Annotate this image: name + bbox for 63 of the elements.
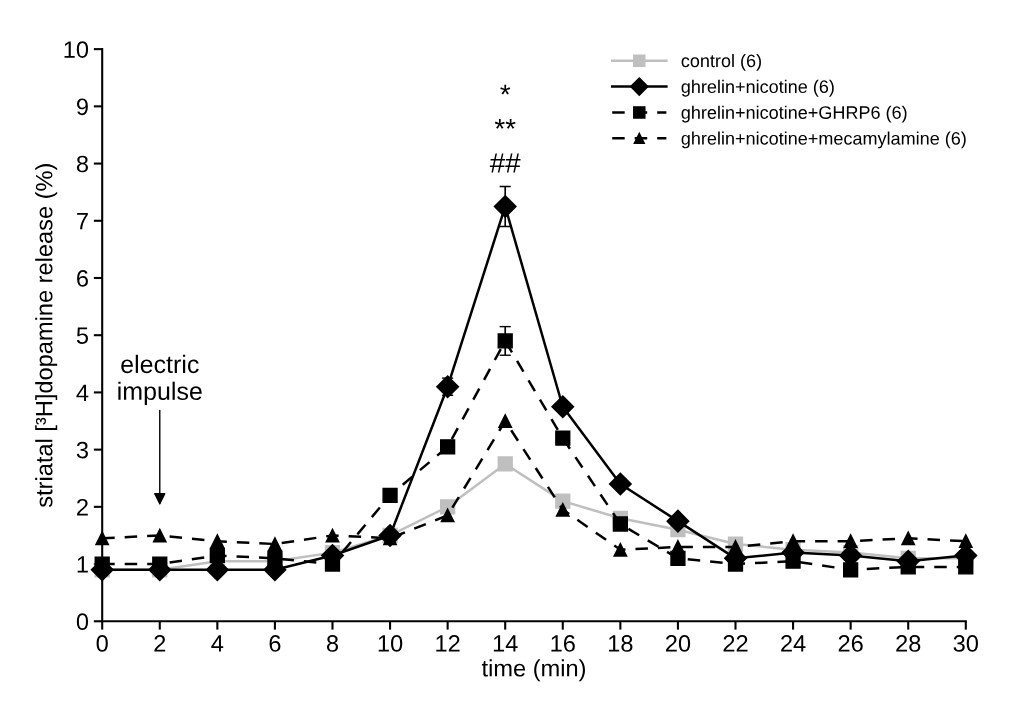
point (325, 528, 340, 543)
y-tick-label: 2 (77, 498, 88, 516)
point (497, 333, 513, 349)
point (555, 502, 570, 517)
point (843, 562, 859, 578)
point (670, 539, 685, 554)
point (613, 542, 628, 557)
annotation: * (500, 84, 511, 95)
point (555, 430, 571, 446)
point (439, 439, 456, 455)
y-tick-label: 6 (77, 270, 88, 287)
x-tick-label: 22 (723, 635, 748, 652)
x-tick-label: 0 (96, 635, 108, 652)
legend-label: ghrelin+nicotine+GHRP6 (6) (681, 105, 907, 123)
point (382, 487, 398, 504)
x-tick-label: 24 (781, 635, 806, 652)
x-tick-label: 20 (665, 635, 691, 652)
point (436, 375, 460, 399)
annotation: ** (494, 119, 516, 129)
point (267, 537, 282, 551)
y-tick-label: 5 (76, 327, 89, 344)
annotation: electric impulse (118, 354, 202, 405)
x-tick-label: 28 (896, 635, 921, 652)
y-tick-label: 1 (77, 556, 88, 573)
y-tick-label: 9 (76, 98, 88, 116)
point (551, 395, 575, 419)
point (901, 531, 916, 546)
y-tick-label: 10 (64, 41, 89, 58)
point (209, 547, 225, 564)
x-axis-title: time (min) (481, 659, 585, 682)
y-axis-title: striatal [³H]dopamine release (%) (35, 164, 58, 508)
y-tick-label: 3 (76, 441, 88, 459)
y-tick-label: 4 (76, 384, 89, 401)
point (210, 534, 225, 549)
legend-label: ghrelin+nicotine+mecamylamine (6) (681, 131, 966, 149)
point (958, 534, 973, 549)
point (152, 528, 167, 543)
x-tick-label: 16 (551, 635, 575, 652)
x-tick-label: 30 (953, 635, 978, 652)
x-tick-label: 10 (378, 635, 403, 652)
legend-label: control (6) (681, 53, 761, 71)
x-tick-label: 6 (269, 635, 281, 652)
point (612, 516, 628, 532)
x-tick-label: 4 (211, 635, 224, 652)
point (608, 472, 632, 496)
point (497, 456, 513, 472)
point (498, 414, 513, 428)
point (958, 559, 974, 575)
y-tick-label: 8 (76, 155, 88, 173)
point (666, 509, 690, 533)
point (440, 508, 455, 523)
y-tick-label: 0 (76, 613, 89, 631)
annotation: ## (489, 153, 521, 173)
point (786, 534, 801, 549)
legend-label: ghrelin+nicotine (6) (681, 79, 834, 97)
point (843, 534, 858, 549)
x-tick-label: 18 (609, 635, 633, 652)
x-tick-label: 8 (326, 635, 339, 652)
y-tick-label: 7 (77, 213, 88, 230)
x-tick-label: 26 (838, 635, 863, 652)
x-tick-label: 12 (436, 635, 460, 652)
x-tick-label: 14 (493, 635, 518, 652)
x-tick-label: 2 (154, 635, 166, 652)
